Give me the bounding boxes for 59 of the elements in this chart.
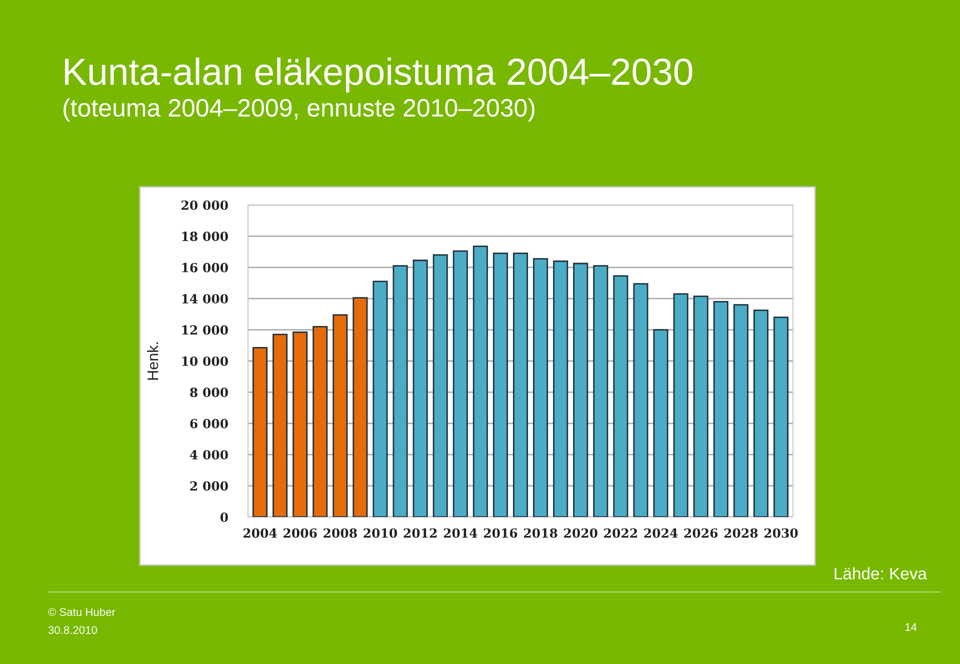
bar xyxy=(352,297,368,517)
bar xyxy=(392,265,408,517)
bar xyxy=(733,304,748,517)
x-tick-label: 2020 xyxy=(564,528,598,538)
bar xyxy=(412,260,428,517)
x-tick-label: 2012 xyxy=(404,528,437,538)
bar xyxy=(613,275,628,517)
bar xyxy=(693,296,708,517)
bar xyxy=(533,258,548,517)
y-axis-title: Henk. xyxy=(147,342,158,380)
x-tick-label: 2004 xyxy=(243,528,277,538)
bar xyxy=(673,293,688,517)
bar xyxy=(492,252,508,517)
text: Lähde: Keva xyxy=(834,567,928,580)
bar xyxy=(573,262,588,517)
bar xyxy=(512,252,528,517)
text: 30.8.2010 xyxy=(48,626,97,634)
x-tick-label: 2006 xyxy=(284,528,317,538)
bar xyxy=(753,310,768,517)
y-tick-label: 12 000 xyxy=(182,325,228,335)
bar xyxy=(372,280,388,517)
bar xyxy=(773,316,788,517)
y-tick-label: 4 000 xyxy=(190,450,228,460)
y-tick-label: 0 xyxy=(220,512,228,522)
bar xyxy=(312,326,328,517)
bar xyxy=(272,334,288,517)
y-tick-label: 2 000 xyxy=(190,481,228,491)
text: © Satu Huber xyxy=(48,608,116,616)
chart-title: Kunta-alan eläkepoistuma 2004–2030 xyxy=(65,58,692,92)
x-tick-label: 2028 xyxy=(724,528,758,538)
bar xyxy=(633,283,648,517)
bar xyxy=(653,329,668,517)
y-tick-label: 14 000 xyxy=(182,294,228,304)
bar xyxy=(593,265,608,517)
x-tick-label: 2024 xyxy=(644,528,678,538)
bar xyxy=(553,260,568,517)
y-tick-label: 10 000 xyxy=(182,356,228,366)
x-tick-label: 2026 xyxy=(684,528,718,538)
chart-subtitle: (toteuma 2004–2009, ennuste 2010–2030) xyxy=(64,98,534,122)
y-tick-label: 20 000 xyxy=(182,200,228,210)
x-tick-label: 2010 xyxy=(364,528,398,538)
bar xyxy=(332,314,348,517)
x-tick-label: 2016 xyxy=(484,528,518,538)
x-tick-label: 2030 xyxy=(764,528,798,538)
x-tick-label: 2008 xyxy=(324,528,357,538)
bar xyxy=(432,254,448,517)
y-tick-label: 8 000 xyxy=(190,388,228,398)
x-tick-label: 2014 xyxy=(444,528,478,538)
y-tick-label: 18 000 xyxy=(182,232,228,242)
text: 14 xyxy=(905,623,917,631)
x-tick-label: 2022 xyxy=(604,528,637,538)
bar xyxy=(472,246,488,517)
x-tick-label: 2018 xyxy=(524,528,558,538)
bar xyxy=(713,301,728,517)
y-tick-label: 6 000 xyxy=(190,418,228,428)
bar xyxy=(452,250,468,517)
y-tick-label: 16 000 xyxy=(182,262,228,272)
bar xyxy=(252,347,268,517)
bar xyxy=(292,331,308,517)
